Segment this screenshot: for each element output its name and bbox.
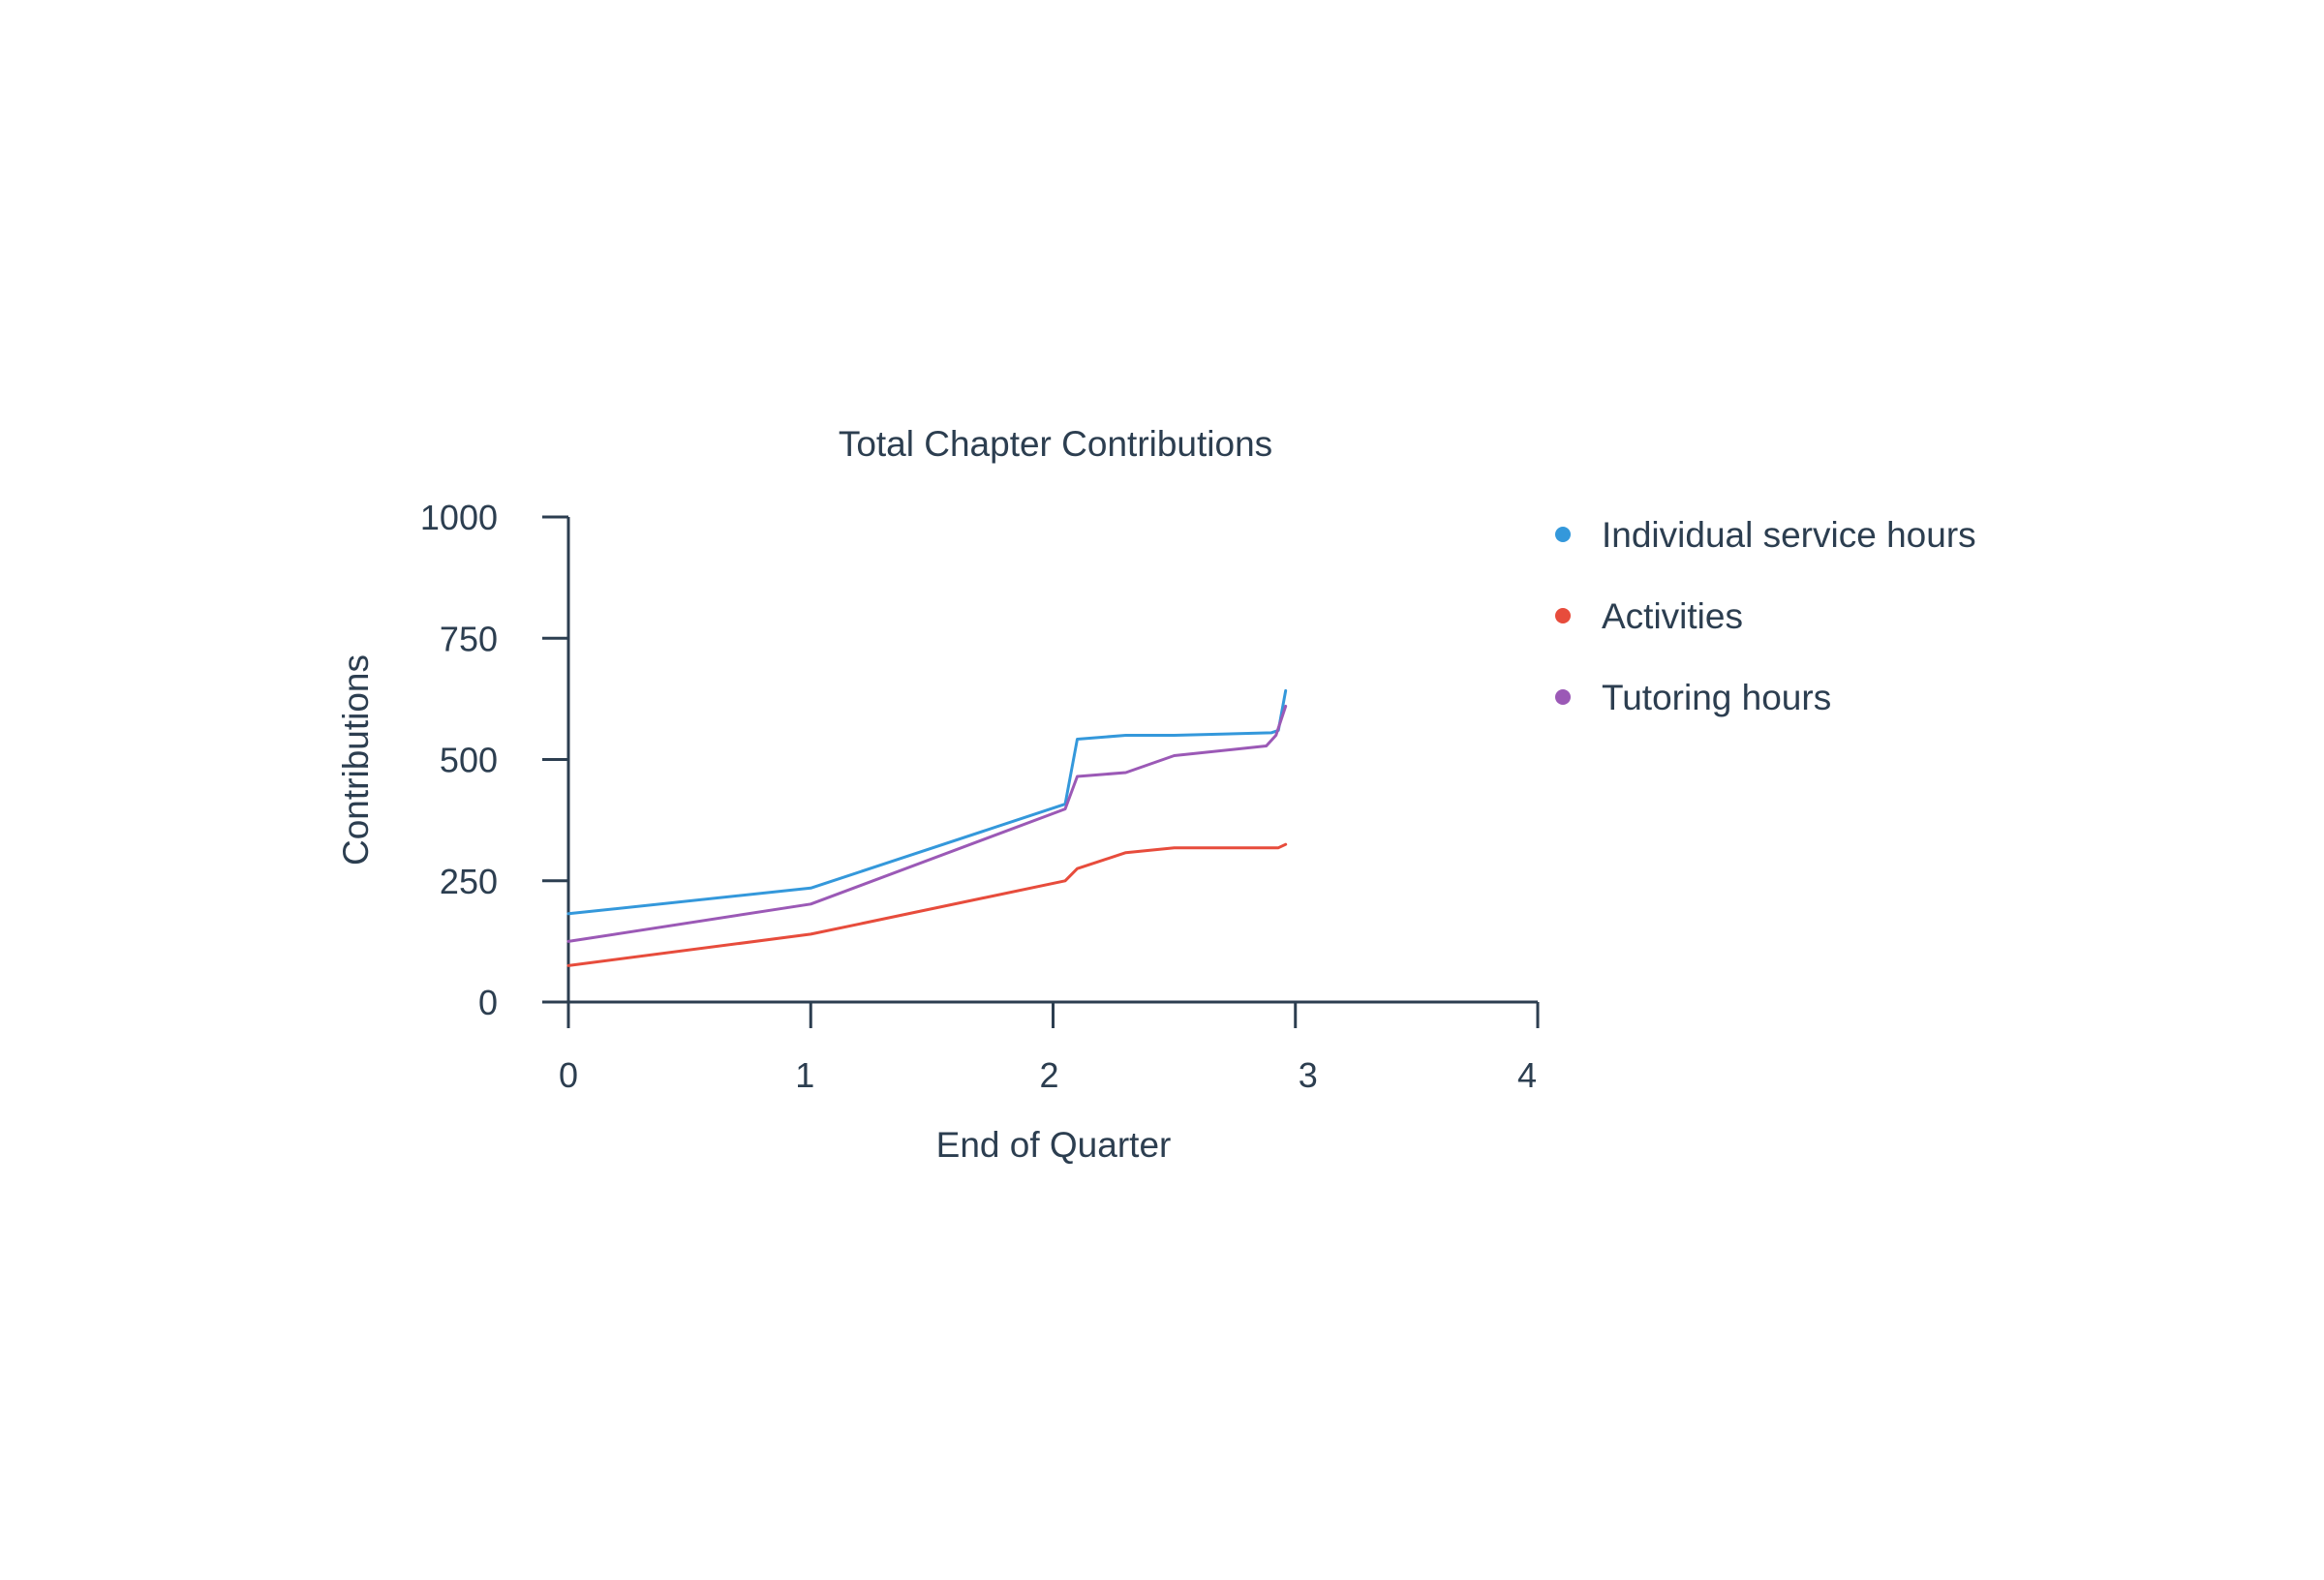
legend-label: Tutoring hours [1602, 678, 1831, 717]
x-axis: 0 1 2 3 4 [559, 1000, 1540, 1095]
legend-label: Activities [1602, 596, 1743, 636]
x-tick-label: 0 [559, 1055, 578, 1095]
y-tick-label: 250 [440, 862, 498, 901]
x-tick-label: 2 [1039, 1055, 1058, 1095]
x-ticks: 0 1 2 3 4 [559, 1002, 1540, 1095]
x-tick-label: 1 [795, 1055, 814, 1095]
legend-marker [1555, 608, 1571, 623]
legend: Individual service hours Activities Tutori… [1555, 515, 1976, 717]
plot-series [566, 688, 1288, 967]
y-axis: 0 250 500 750 1000 [420, 498, 570, 1022]
y-axis-label: Contributions [336, 654, 376, 866]
y-tick-label: 750 [440, 619, 498, 658]
y-tick-label: 1000 [420, 498, 498, 537]
x-tick-label: 4 [1517, 1055, 1537, 1095]
chart-title: Total Chapter Contributions [839, 424, 1272, 464]
legend-marker [1555, 527, 1571, 542]
legend-marker [1555, 689, 1571, 705]
y-tick-label: 500 [440, 741, 498, 780]
series-line-individual-service-hours [566, 688, 1288, 916]
series-line-tutoring-hours [566, 704, 1288, 943]
x-tick-label: 3 [1299, 1055, 1318, 1095]
y-ticks: 0 250 500 750 1000 [420, 498, 568, 1022]
series-line-activities [566, 842, 1288, 967]
x-axis-label: End of Quarter [936, 1125, 1172, 1165]
y-tick-label: 0 [478, 983, 498, 1022]
legend-label: Individual service hours [1602, 515, 1976, 555]
